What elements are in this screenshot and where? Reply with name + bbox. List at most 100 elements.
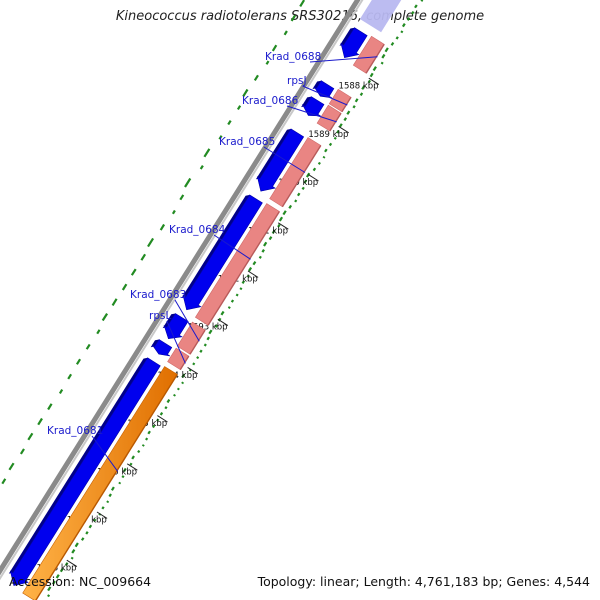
ruler-tick-label: 1592 kbp <box>218 275 258 285</box>
gc-skew-mark <box>343 117 348 122</box>
gc-skew-mark <box>271 229 276 234</box>
cds-arrow[interactable] <box>182 194 263 311</box>
gene-band-edge <box>179 355 190 370</box>
gc-skew-mark <box>164 406 168 410</box>
gene-label-leader <box>174 299 200 342</box>
gc-skew-mark <box>252 261 257 266</box>
gc-skew-mark <box>372 66 377 72</box>
ruler-tick-label: 1591 kbp <box>248 226 288 236</box>
gc-skew-mark <box>361 85 366 90</box>
gc-skew-mark <box>258 255 262 259</box>
gc-skew-mark <box>352 105 356 109</box>
gc-skew-mark <box>214 324 219 328</box>
cds-arrow[interactable] <box>340 27 368 59</box>
gc-skew-mark <box>121 475 125 479</box>
gc-skew-mark <box>414 4 418 9</box>
gc-skew-mark <box>137 450 141 454</box>
ruler-tick-label: 1598 kbp <box>37 564 77 574</box>
gc-skew-mark <box>159 223 166 231</box>
gc-skew-mark <box>268 236 273 241</box>
gc-skew-mark <box>67 373 73 380</box>
gc-skew-mark <box>173 393 176 397</box>
gc-skew-mark <box>166 399 171 404</box>
gene-label[interactable]: Krad_0686 <box>242 95 299 107</box>
ruler-tick <box>157 415 168 423</box>
ruler-tick <box>187 366 198 375</box>
cds-arrow[interactable] <box>9 357 161 586</box>
gc-skew-mark <box>203 148 211 158</box>
gc-skew-mark <box>265 60 270 65</box>
cds-arrow[interactable] <box>163 313 189 340</box>
gene-band-edge <box>207 211 280 326</box>
gc-skew-mark <box>59 567 64 573</box>
ruler-tick-label: 1589 kbp <box>308 130 348 140</box>
gc-skew-mark <box>420 0 424 2</box>
gc-skew-mark <box>27 432 34 441</box>
gc-skew-mark <box>1 478 7 485</box>
gc-skew-mark <box>283 30 288 36</box>
cds-track <box>8 0 405 586</box>
gc-skew-mark <box>406 17 411 21</box>
gc-skew-mark <box>324 148 328 153</box>
gene-band[interactable] <box>22 366 178 600</box>
ruler-tick-label: 1595 kbp <box>127 419 167 429</box>
gc-skew-mark <box>333 136 337 140</box>
gene-label[interactable]: Krad_0685 <box>219 136 275 148</box>
gc-skew-mark <box>47 403 53 411</box>
gc-skew-mark <box>400 30 404 34</box>
gc-skew-mark <box>322 155 326 159</box>
cds-arrow-side <box>255 128 291 180</box>
ruler-tick <box>66 559 78 568</box>
accession-text: Accession: NC_009664 <box>9 574 152 589</box>
gc-skew-mark <box>147 237 155 248</box>
gc-skew-mark <box>96 329 101 335</box>
track-shadow-line <box>0 0 361 576</box>
gc-skew-mark <box>227 306 231 309</box>
gc-skew-mark <box>147 430 151 435</box>
gc-skew-mark <box>80 537 85 541</box>
gc-skew-mark <box>282 210 287 216</box>
ruler-tick <box>217 318 229 327</box>
gc-skew-mark <box>381 53 386 59</box>
gene-label[interactable]: rpsJ <box>287 75 307 87</box>
gc-skew-mark <box>206 336 210 341</box>
gc-skew-mark <box>93 518 97 523</box>
gene-band-edge <box>189 329 206 355</box>
gc-skew-mark <box>110 486 115 491</box>
gc-skew-mark <box>101 506 105 510</box>
gc-skew-mark <box>184 177 192 188</box>
gene-label[interactable]: Krad_0684 <box>169 224 226 236</box>
gene-label[interactable]: Krad_0688 <box>265 51 321 63</box>
cds-arrow-side <box>301 96 312 108</box>
ruler-tick <box>308 174 319 182</box>
gc-skew-mark <box>171 209 176 215</box>
cds-arrow[interactable] <box>256 128 305 192</box>
gc-skew-mark <box>19 448 25 455</box>
track-shadow-highlight <box>0 0 364 581</box>
gene-label[interactable]: rpsL <box>149 310 171 322</box>
ruler-track: 1588 kbp 1589 kbp 1590 kbp 1591 kbp 1592 kbp… <box>37 77 380 574</box>
gc-skew-mark <box>346 110 351 115</box>
selected-cds-highlight[interactable] <box>359 0 405 33</box>
gene-label[interactable]: Krad_0681 <box>47 425 103 437</box>
gc-skew-mark <box>296 192 301 197</box>
cds-arrow[interactable] <box>301 96 325 117</box>
cds-arrow[interactable] <box>313 80 335 99</box>
gc-skew-mark <box>51 580 56 585</box>
gc-skew-mark <box>181 373 186 379</box>
gc-skew-mark <box>218 135 223 140</box>
gc-skew-mark <box>359 92 364 96</box>
gc-skew-mark <box>354 98 359 103</box>
gc-skew-mark <box>131 455 135 460</box>
gc-skew-mark <box>101 313 109 322</box>
cds-arrow-side <box>162 313 176 329</box>
gc-skew-mark <box>85 531 89 535</box>
gc-skew-mark <box>239 287 243 291</box>
gene-label[interactable]: Krad_0683 <box>130 289 186 301</box>
gc-skew-mark <box>140 253 147 261</box>
cds-arrow-side <box>339 27 355 46</box>
gc-skew-mark <box>47 594 51 598</box>
cds-arrow[interactable] <box>151 339 173 357</box>
